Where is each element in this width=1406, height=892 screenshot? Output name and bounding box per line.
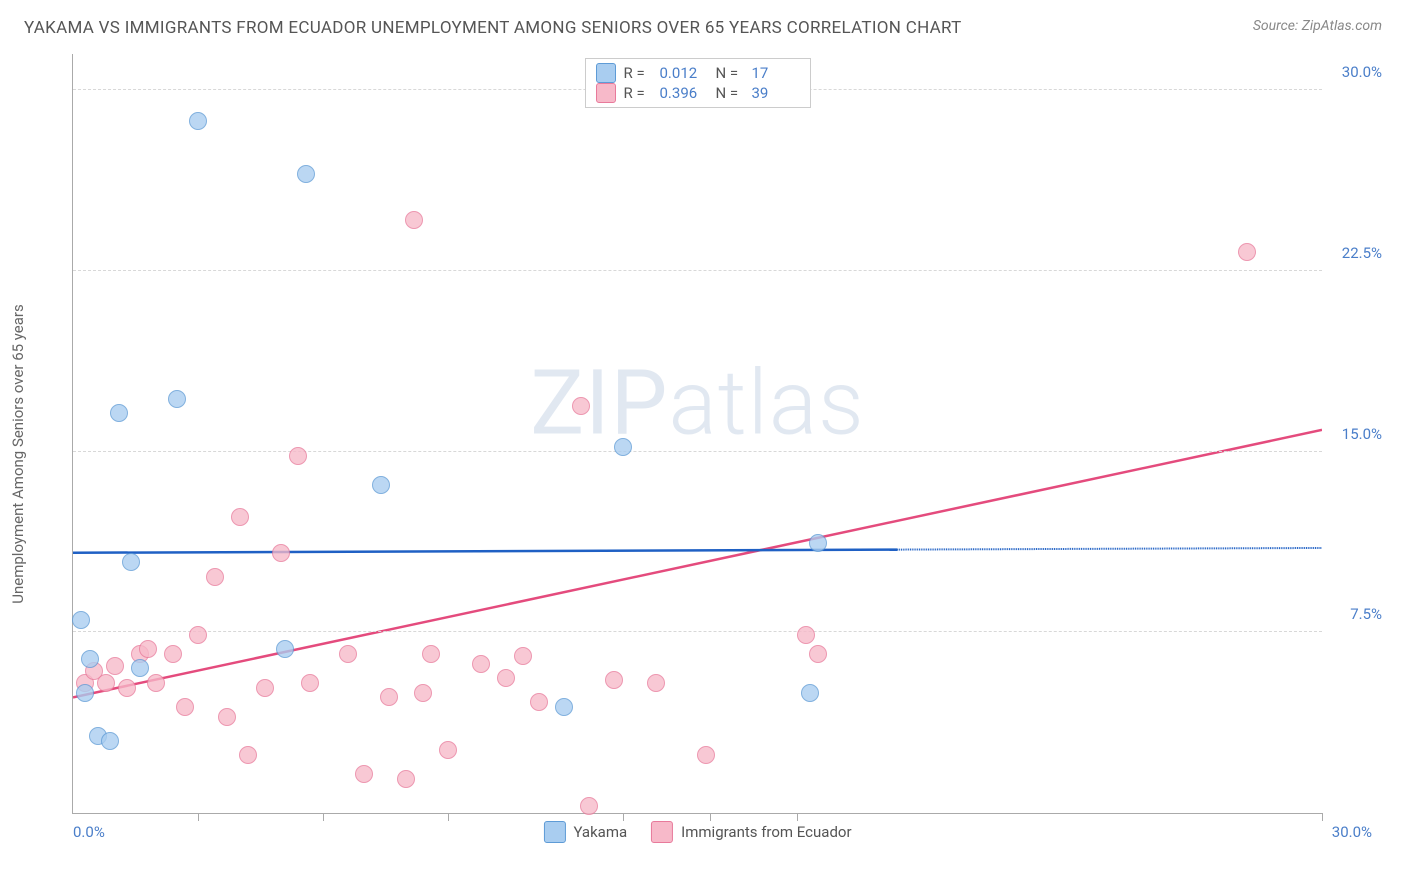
legend-item-yakama: Yakama xyxy=(543,821,627,843)
point-ecuador xyxy=(97,674,115,692)
x-max-label: 30.0% xyxy=(1332,823,1372,841)
gridline xyxy=(73,631,1322,632)
point-ecuador xyxy=(647,674,665,692)
point-yakama xyxy=(168,390,186,408)
y-axis-label: Unemployment Among Seniors over 65 years xyxy=(9,304,27,603)
point-ecuador xyxy=(697,746,715,764)
point-yakama xyxy=(189,112,207,130)
n-value-ecuador: 39 xyxy=(752,84,800,102)
point-ecuador xyxy=(176,698,194,716)
r-label: R = xyxy=(624,64,652,82)
xtick xyxy=(323,813,324,821)
point-ecuador xyxy=(414,684,432,702)
point-ecuador xyxy=(106,657,124,675)
ytick-label: 30.0% xyxy=(1342,63,1382,81)
point-ecuador xyxy=(339,645,357,663)
point-ecuador xyxy=(797,626,815,644)
xtick xyxy=(448,813,449,821)
point-ecuador xyxy=(397,770,415,788)
point-yakama xyxy=(801,684,819,702)
chart-title: YAKAMA VS IMMIGRANTS FROM ECUADOR UNEMPL… xyxy=(24,18,962,38)
point-ecuador xyxy=(530,693,548,711)
point-ecuador xyxy=(809,645,827,663)
x-min-label: 0.0% xyxy=(73,823,105,841)
point-yakama xyxy=(297,165,315,183)
point-ecuador xyxy=(580,797,598,815)
point-ecuador xyxy=(289,447,307,465)
xtick xyxy=(1322,813,1323,821)
stats-row-ecuador: R = 0.396 N = 39 xyxy=(596,83,800,103)
xtick xyxy=(797,813,798,821)
gridline xyxy=(73,451,1322,452)
point-yakama xyxy=(276,640,294,658)
point-ecuador xyxy=(422,645,440,663)
watermark-bold: ZIP xyxy=(530,351,668,456)
xtick xyxy=(710,813,711,821)
n-label: N = xyxy=(716,84,744,102)
swatch-ecuador-bottom xyxy=(651,821,673,843)
point-ecuador xyxy=(380,688,398,706)
point-yakama xyxy=(809,534,827,552)
point-ecuador xyxy=(272,544,290,562)
point-yakama xyxy=(122,553,140,571)
ytick-label: 7.5% xyxy=(1350,605,1382,623)
stats-row-yakama: R = 0.012 N = 17 xyxy=(596,63,800,83)
point-yakama xyxy=(614,438,632,456)
legend-label-yakama: Yakama xyxy=(573,823,627,841)
point-ecuador xyxy=(189,626,207,644)
series-legend: Yakama Immigrants from Ecuador xyxy=(543,821,851,843)
legend-label-ecuador: Immigrants from Ecuador xyxy=(681,823,851,841)
r-value-yakama: 0.012 xyxy=(660,64,708,82)
chart-container: Unemployment Among Seniors over 65 years… xyxy=(24,54,1382,854)
point-ecuador xyxy=(239,746,257,764)
plot-area: ZIPatlas R = 0.012 N = 17 R = 0.396 N = … xyxy=(72,54,1322,814)
source-label: Source: ZipAtlas.com xyxy=(1253,18,1382,34)
point-ecuador xyxy=(147,674,165,692)
point-ecuador xyxy=(218,708,236,726)
r-label: R = xyxy=(624,84,652,102)
xtick xyxy=(198,813,199,821)
point-ecuador xyxy=(118,679,136,697)
point-ecuador xyxy=(206,568,224,586)
point-ecuador xyxy=(256,679,274,697)
point-yakama xyxy=(72,611,90,629)
point-yakama xyxy=(372,476,390,494)
point-ecuador xyxy=(139,640,157,658)
n-label: N = xyxy=(716,64,744,82)
point-ecuador xyxy=(472,655,490,673)
watermark-light: atlas xyxy=(668,351,864,456)
point-yakama xyxy=(131,659,149,677)
point-yakama xyxy=(101,732,119,750)
point-yakama xyxy=(555,698,573,716)
n-value-yakama: 17 xyxy=(752,64,800,82)
point-yakama xyxy=(76,684,94,702)
ytick-label: 22.5% xyxy=(1342,244,1382,262)
point-ecuador xyxy=(497,669,515,687)
point-ecuador xyxy=(514,647,532,665)
point-ecuador xyxy=(439,741,457,759)
ytick-label: 15.0% xyxy=(1342,425,1382,443)
point-yakama xyxy=(110,404,128,422)
xtick xyxy=(623,813,624,821)
r-value-ecuador: 0.396 xyxy=(660,84,708,102)
point-ecuador xyxy=(572,397,590,415)
point-ecuador xyxy=(164,645,182,663)
point-ecuador xyxy=(231,508,249,526)
point-ecuador xyxy=(405,211,423,229)
swatch-yakama-bottom xyxy=(543,821,565,843)
swatch-ecuador xyxy=(596,83,616,103)
stats-legend: R = 0.012 N = 17 R = 0.396 N = 39 xyxy=(585,58,811,108)
legend-item-ecuador: Immigrants from Ecuador xyxy=(651,821,851,843)
point-ecuador xyxy=(301,674,319,692)
point-ecuador xyxy=(605,671,623,689)
swatch-yakama xyxy=(596,63,616,83)
gridline xyxy=(73,270,1322,271)
point-ecuador xyxy=(1238,243,1256,261)
point-ecuador xyxy=(355,765,373,783)
point-yakama xyxy=(81,650,99,668)
trend-lines xyxy=(73,54,1322,813)
